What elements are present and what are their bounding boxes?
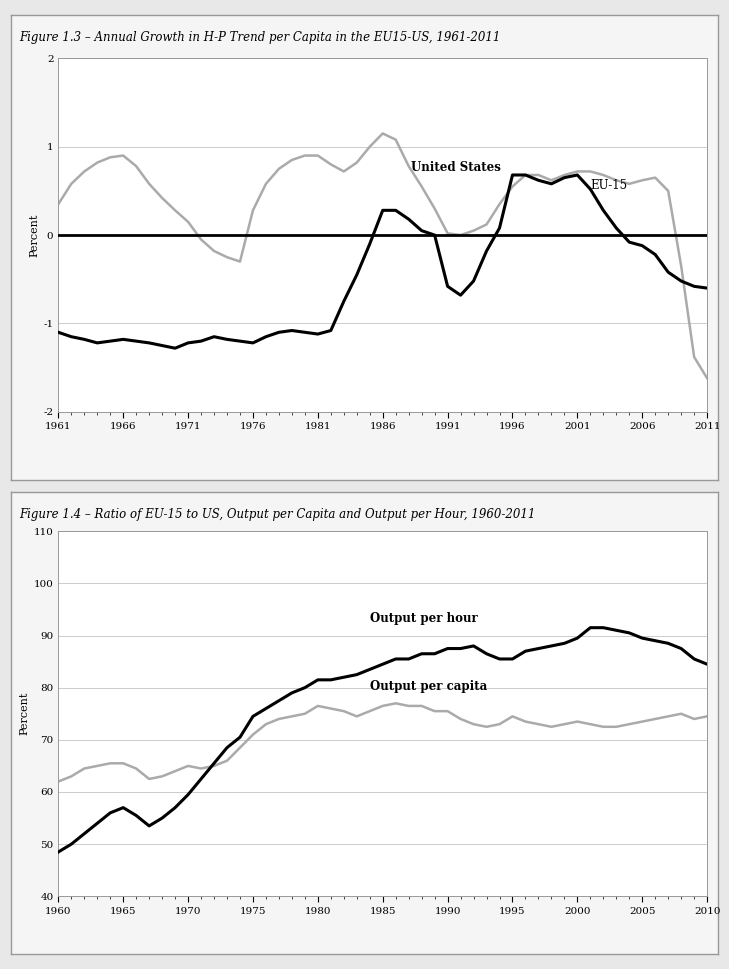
Text: United States: United States [411, 162, 501, 174]
Y-axis label: Percent: Percent [20, 692, 29, 735]
Text: Figure 1.4 – Ratio of EU-15 to US, Output per Capita and Output per Hour, 1960-2: Figure 1.4 – Ratio of EU-15 to US, Outpu… [20, 509, 536, 521]
Y-axis label: Percent: Percent [29, 213, 39, 257]
Text: Output per hour: Output per hour [370, 612, 477, 625]
Text: Figure 1.3 – Annual Growth in H-P Trend per Capita in the EU15-US, 1961-2011: Figure 1.3 – Annual Growth in H-P Trend … [20, 31, 501, 44]
Text: Output per capita: Output per capita [370, 680, 487, 693]
Text: EU-15: EU-15 [590, 179, 628, 192]
